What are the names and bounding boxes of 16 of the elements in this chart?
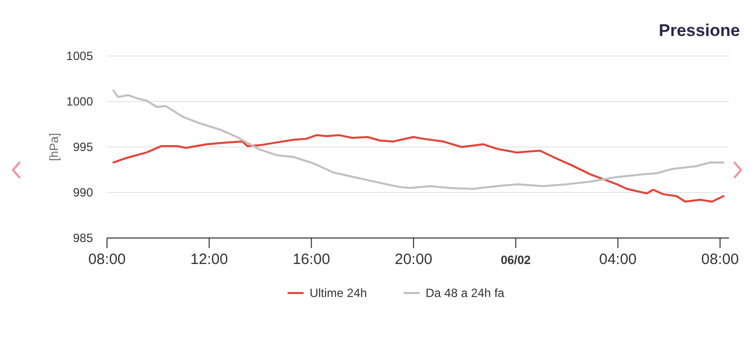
chart-title: Pressione (658, 21, 740, 40)
y-tick-label: 1000 (66, 94, 94, 108)
x-tick-label: 16:00 (292, 251, 330, 268)
x-tick-label: 08:00 (88, 251, 126, 268)
y-tick-label: 995 (72, 140, 94, 154)
x-tick-label: 20:00 (394, 251, 432, 268)
x-tick-label: 08:00 (701, 251, 739, 268)
legend-label: Da 48 a 24h fa (426, 286, 505, 300)
x-tick-label: 04:00 (599, 251, 637, 268)
x-tick-label: 06/02 (500, 253, 532, 267)
x-tick-label: 12:00 (190, 251, 228, 268)
y-axis-title: [hPa] (47, 132, 61, 162)
y-tick-label: 985 (72, 231, 94, 245)
legend-label: Ultime 24h (310, 286, 367, 300)
y-tick-label: 1005 (66, 49, 94, 63)
y-tick-label: 990 (72, 186, 94, 200)
